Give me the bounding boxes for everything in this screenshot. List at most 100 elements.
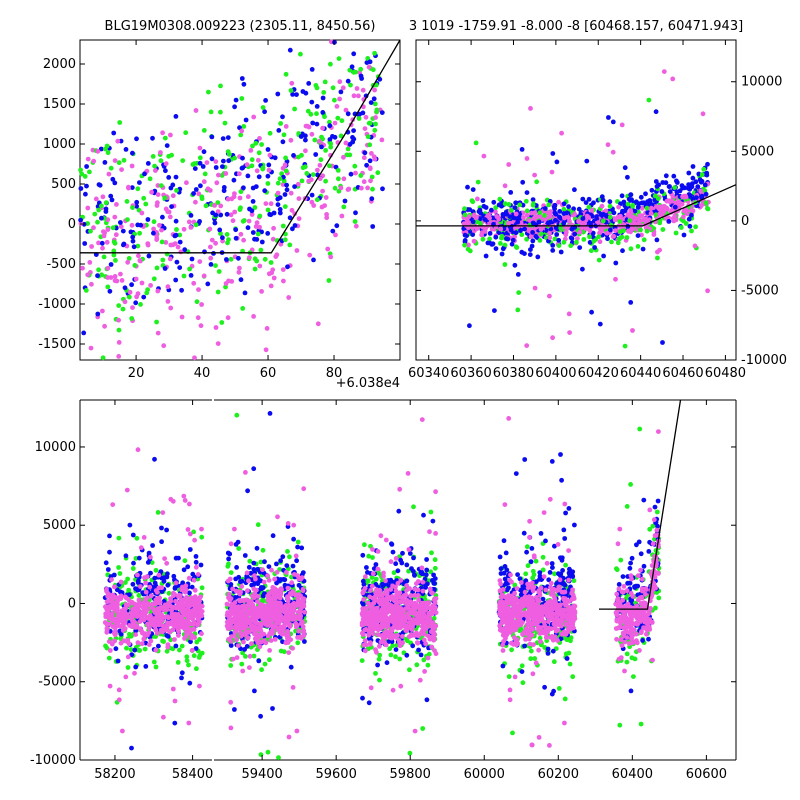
data-point bbox=[143, 580, 149, 586]
data-point bbox=[123, 553, 129, 559]
data-point bbox=[152, 580, 158, 586]
data-point bbox=[188, 273, 194, 278]
data-point bbox=[215, 200, 221, 206]
data-point bbox=[364, 565, 369, 570]
data-point bbox=[206, 89, 211, 95]
data-point bbox=[524, 208, 530, 214]
data-point bbox=[414, 662, 420, 668]
data-point bbox=[327, 123, 333, 129]
data-point bbox=[515, 307, 521, 313]
data-point bbox=[348, 171, 354, 177]
data-point bbox=[164, 648, 170, 654]
data-point bbox=[659, 189, 665, 194]
data-point bbox=[561, 221, 567, 226]
data-point bbox=[205, 281, 211, 287]
data-point bbox=[251, 567, 257, 572]
data-point bbox=[557, 209, 563, 214]
data-point bbox=[118, 640, 124, 646]
data-point bbox=[143, 589, 149, 595]
data-point bbox=[281, 178, 287, 184]
data-point bbox=[690, 164, 696, 169]
data-point bbox=[689, 184, 695, 190]
data-point bbox=[317, 162, 323, 168]
data-point bbox=[335, 168, 341, 173]
data-point bbox=[597, 321, 603, 327]
data-point bbox=[148, 593, 154, 599]
data-point bbox=[635, 244, 641, 249]
data-point bbox=[78, 186, 84, 191]
data-point bbox=[358, 73, 364, 79]
data-point bbox=[423, 625, 429, 631]
y-tick-label: -10000 bbox=[741, 353, 787, 368]
data-point bbox=[173, 232, 179, 238]
data-point bbox=[587, 234, 592, 240]
data-point bbox=[241, 639, 246, 645]
data-point bbox=[524, 236, 529, 242]
data-point bbox=[249, 157, 255, 163]
y-tick-label: 0 bbox=[68, 217, 76, 232]
data-point bbox=[255, 608, 261, 614]
data-point bbox=[141, 294, 147, 300]
data-point bbox=[118, 220, 123, 225]
data-point bbox=[253, 224, 259, 229]
data-point bbox=[369, 174, 375, 180]
data-point bbox=[162, 556, 168, 561]
data-point bbox=[424, 697, 430, 703]
data-point bbox=[272, 637, 278, 642]
data-point bbox=[678, 225, 684, 230]
x-tick-label: 60380 bbox=[493, 366, 534, 381]
data-point bbox=[550, 243, 556, 248]
data-point bbox=[470, 219, 476, 225]
data-point bbox=[523, 198, 529, 204]
data-point bbox=[424, 567, 430, 573]
data-point bbox=[232, 209, 238, 215]
data-point bbox=[97, 182, 103, 188]
data-point bbox=[84, 183, 89, 189]
data-point bbox=[580, 266, 585, 272]
data-point bbox=[702, 182, 708, 188]
data-point bbox=[269, 623, 275, 628]
data-point bbox=[309, 192, 315, 198]
data-point bbox=[330, 228, 336, 234]
data-point bbox=[144, 595, 150, 601]
data-point bbox=[411, 555, 416, 561]
data-point bbox=[152, 456, 157, 462]
data-point bbox=[548, 209, 554, 215]
data-point bbox=[407, 667, 412, 673]
data-point bbox=[150, 135, 155, 141]
data-point bbox=[125, 217, 130, 223]
data-point bbox=[199, 302, 205, 307]
data-point bbox=[628, 300, 634, 305]
data-point bbox=[607, 199, 613, 205]
data-point bbox=[208, 255, 214, 261]
data-point bbox=[283, 606, 288, 611]
data-point bbox=[369, 151, 374, 156]
data-point bbox=[179, 675, 184, 681]
data-point bbox=[119, 167, 124, 173]
data-point bbox=[294, 92, 299, 97]
data-point bbox=[197, 160, 203, 166]
x-tick-label: 80 bbox=[326, 366, 343, 381]
data-point bbox=[672, 204, 678, 210]
data-point bbox=[236, 546, 242, 551]
data-point bbox=[597, 230, 603, 235]
data-point bbox=[258, 624, 264, 629]
data-point bbox=[610, 149, 616, 155]
data-point bbox=[176, 628, 181, 634]
data-point bbox=[542, 206, 548, 211]
data-point bbox=[173, 174, 179, 180]
data-point bbox=[146, 642, 152, 647]
data-point bbox=[300, 596, 306, 601]
data-point bbox=[489, 207, 494, 213]
data-point bbox=[370, 224, 376, 229]
data-point bbox=[320, 110, 326, 115]
data-point bbox=[362, 542, 367, 548]
data-point bbox=[368, 178, 373, 184]
data-point bbox=[377, 643, 382, 649]
data-point bbox=[330, 85, 336, 91]
data-point bbox=[104, 143, 110, 149]
data-point bbox=[334, 223, 340, 229]
data-point bbox=[141, 535, 147, 540]
data-point bbox=[517, 202, 523, 208]
data-point bbox=[295, 640, 301, 646]
